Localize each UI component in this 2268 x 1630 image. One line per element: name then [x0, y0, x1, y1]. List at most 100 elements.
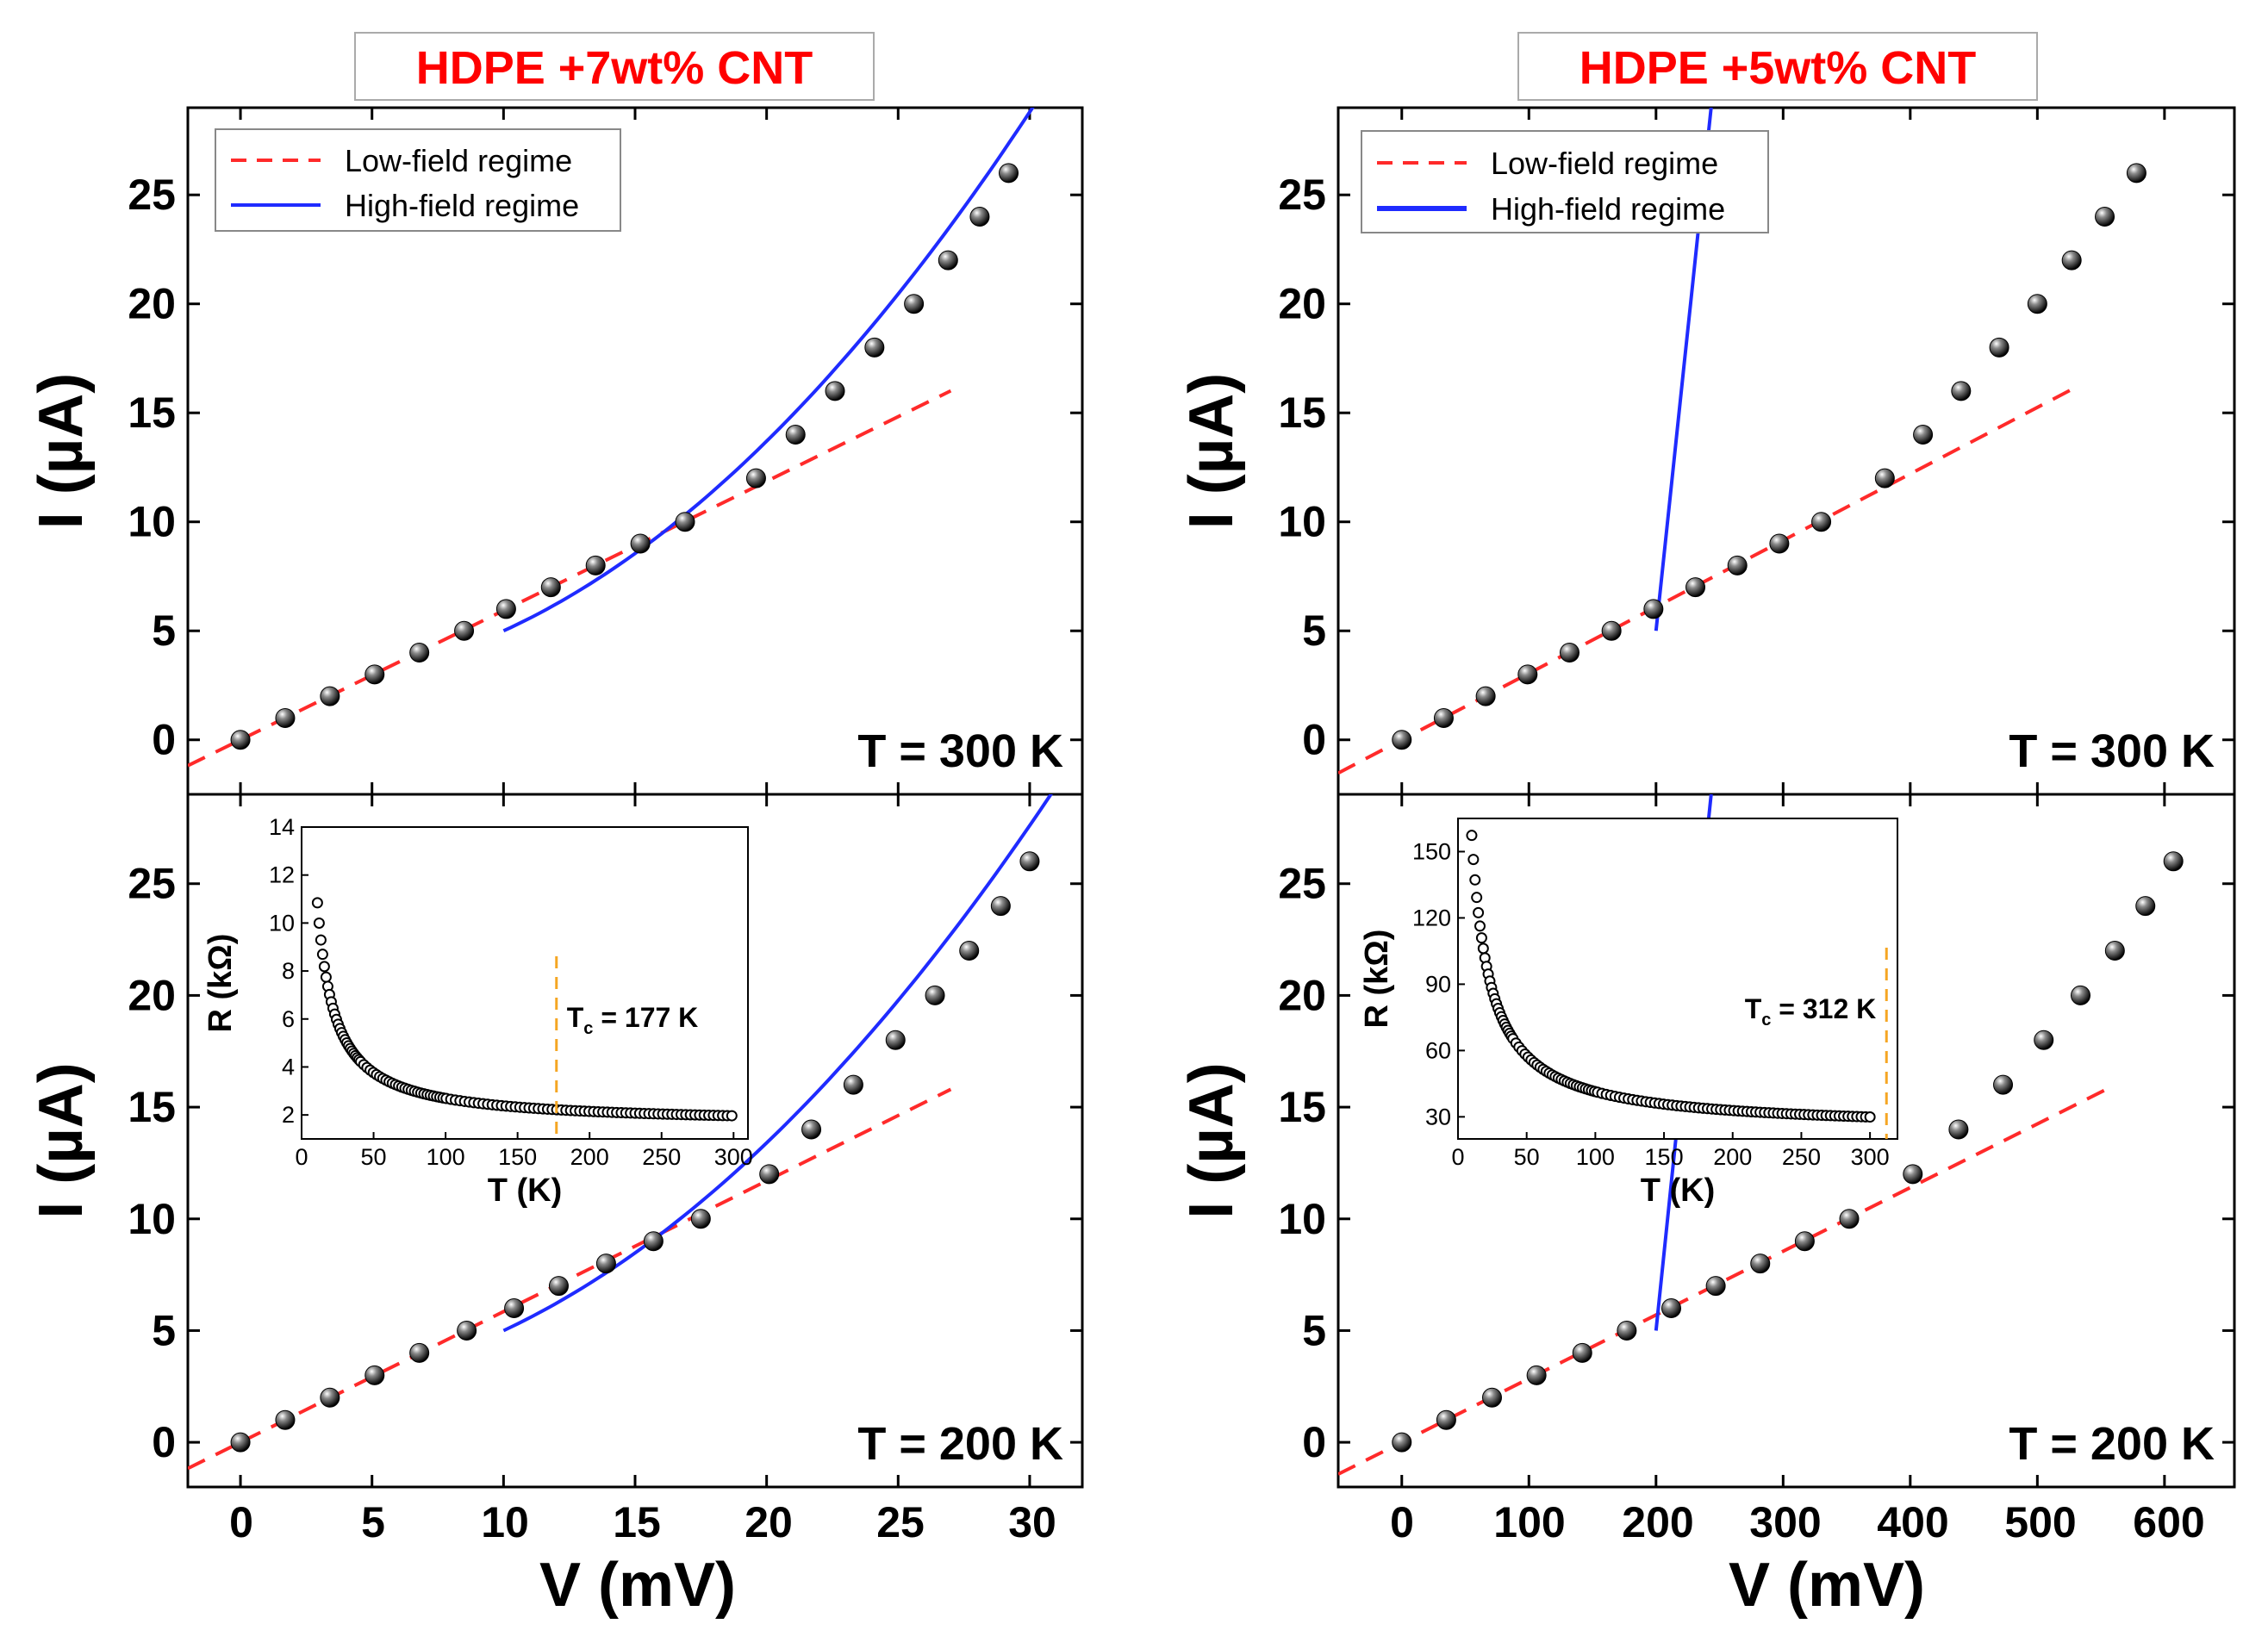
left-inset-data-point — [318, 961, 330, 973]
left-inset-data-point — [320, 971, 332, 983]
right-bottom-data-point — [1750, 1254, 1771, 1274]
left-bottom-ytick-label: 20 — [128, 971, 176, 1019]
right-inset-xtick-label: 0 — [1451, 1144, 1464, 1170]
right-bottom-ytick-label: 15 — [1278, 1083, 1326, 1131]
left-top-ytick-label: 5 — [152, 607, 176, 655]
left-top-data-point — [495, 599, 516, 619]
left-bottom-data-point — [885, 1030, 906, 1050]
left-inset-frame — [301, 826, 749, 1140]
right-inset-data-point — [1466, 830, 1478, 842]
left-title: HDPE +7wt% CNT — [416, 42, 813, 94]
right-bottom-data-point — [1903, 1164, 1923, 1185]
right-bottom-data-point — [1436, 1409, 1456, 1430]
left-xtick: 0 — [229, 1498, 253, 1546]
left-bottom-data-point — [643, 1231, 664, 1252]
left-inset-ytick-label: 4 — [282, 1054, 295, 1079]
left-xtick: 15 — [613, 1498, 661, 1546]
right-bottom-data-point — [1705, 1276, 1726, 1297]
right-bottom-temperature: T = 200 K — [2009, 1418, 2215, 1470]
left-inset-xtick-label: 150 — [498, 1144, 537, 1170]
right-top-ytick-label: 25 — [1278, 171, 1326, 219]
right-bottom-data-point — [1993, 1074, 2014, 1095]
left-top-data-point — [630, 533, 651, 554]
right-top-data-point — [1874, 468, 1895, 488]
left-bottom-data-point — [409, 1342, 430, 1363]
left-bottom-data-point — [275, 1409, 296, 1430]
right-bottom-data-point — [1660, 1298, 1681, 1319]
right-bottom-panel: 0 5 10 15 20 25 I (µA) T = 200 K 0 50 100 150 200 250… — [1177, 793, 2236, 1489]
right-top-ytick-label: 5 — [1302, 607, 1326, 655]
right-inset-xtick-label: 250 — [1782, 1144, 1821, 1170]
left-top-data-point — [320, 686, 340, 706]
left-top-data-point — [999, 163, 1019, 184]
right-top-data-point — [1951, 381, 1972, 401]
right-bottom-data-point — [2135, 896, 2156, 917]
right-bottom-ytick-label: 25 — [1278, 860, 1326, 908]
left-top-data-point — [864, 337, 885, 358]
right-inset-xtick-label: 150 — [1645, 1144, 1684, 1170]
right-top-data-point — [2095, 207, 2115, 227]
left-inset-x-axis-label: T (K) — [488, 1173, 563, 1209]
left-title-box — [354, 32, 875, 101]
right-bottom-data-point — [2104, 941, 2125, 961]
left-top-ytick-label: 25 — [128, 171, 176, 219]
left-inset-ytick-label: 12 — [269, 862, 295, 888]
left-bottom-temperature: T = 200 K — [857, 1418, 1063, 1470]
right-bottom-data-point — [1572, 1342, 1592, 1363]
right-inset-data-point — [1467, 854, 1480, 866]
left-inset-ytick-label: 14 — [269, 814, 295, 840]
right-top-data-point — [1685, 577, 1706, 598]
left-xtick: 30 — [1008, 1498, 1056, 1546]
right-top-data-point — [1559, 643, 1580, 663]
left-bottom-data-point — [595, 1254, 616, 1274]
left-xtick: 5 — [361, 1498, 385, 1546]
left-inset-y-axis-label: R (kΩ) — [202, 934, 239, 1033]
right-bottom-data-point — [2071, 985, 2091, 1005]
left-top-data-point — [825, 381, 845, 401]
right-inset-x-axis-label: T (K) — [1641, 1173, 1716, 1209]
right-top-low-field-fit — [1338, 385, 2077, 775]
right-top-data-point — [1727, 555, 1748, 575]
left-bottom-data-point — [230, 1432, 251, 1453]
right-top-data-point — [1643, 599, 1664, 619]
right-top-data-point — [1392, 730, 1412, 750]
left-bottom-data-point — [548, 1276, 569, 1297]
left-bottom-data-point — [843, 1074, 863, 1095]
right-top-ytick-label: 15 — [1278, 389, 1326, 437]
left-top-low-field-fit — [188, 389, 952, 768]
left-top-ytick-label: 0 — [152, 716, 176, 764]
right-top-panel: 0 5 10 15 20 25 I (µA) T = 300 K — [1177, 106, 2236, 796]
right-top-temperature: T = 300 K — [2009, 725, 2215, 777]
right-top-ytick-label: 20 — [1278, 280, 1326, 328]
right-x-axis-label: V (mV) — [1729, 1551, 1925, 1620]
right-title: HDPE +5wt% CNT — [1580, 42, 1977, 94]
left-inset-ytick-label: 2 — [282, 1102, 295, 1128]
right-bottom-ytick-label: 5 — [1302, 1306, 1326, 1354]
left-xtick: 20 — [745, 1498, 793, 1546]
right-bottom-data-point — [1617, 1320, 1637, 1341]
left-bottom-data-point — [925, 985, 945, 1005]
left-top-temperature: T = 300 K — [857, 725, 1063, 777]
left-inset-data-point — [726, 1110, 738, 1122]
right-inset: 0 50 100 150 200 250 300 30 60 90 120 150 T (K) R (kΩ… — [1359, 818, 1898, 1209]
left-bottom-data-point — [759, 1164, 780, 1185]
left-bottom-ytick-label: 15 — [128, 1083, 176, 1131]
left-inset-data-point — [316, 949, 328, 961]
left-bottom-ytick-label: 10 — [128, 1195, 176, 1243]
right-inset-y-axis-label: R (kΩ) — [1359, 930, 1395, 1029]
left-top-data-point — [230, 730, 251, 750]
right-bottom-data-point — [1839, 1209, 1860, 1229]
right-xtick: 400 — [1877, 1498, 1948, 1546]
left-inset-xtick-label: 50 — [361, 1144, 387, 1170]
right-xtick: 0 — [1390, 1498, 1414, 1546]
left-top-data-point — [904, 294, 925, 314]
right-title-box — [1517, 32, 2038, 101]
left-bottom-high-field-fit — [502, 794, 1053, 1333]
right-xtick: 500 — [2004, 1498, 2076, 1546]
right-top-data-point — [1989, 337, 2009, 358]
right-inset-data-point — [1477, 943, 1489, 955]
right-inset-frame — [1457, 818, 1898, 1140]
right-inset-ytick-label: 60 — [1425, 1037, 1451, 1063]
right-bottom-data-point — [1948, 1119, 1969, 1140]
